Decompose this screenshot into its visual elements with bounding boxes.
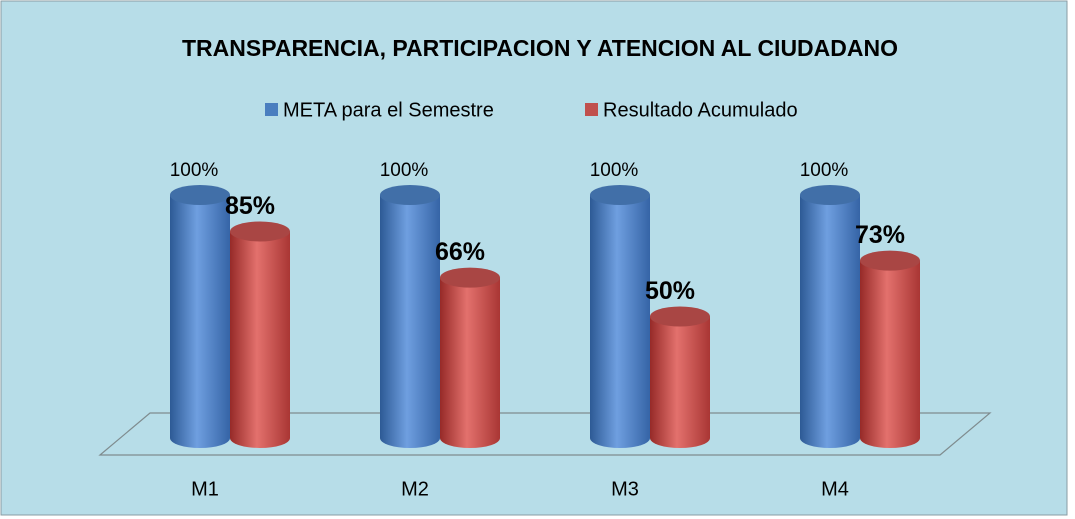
chart-title: TRANSPARENCIA, PARTICIPACION Y ATENCION …: [182, 35, 898, 61]
bar: [860, 250, 920, 448]
x-tick-label: M3: [611, 478, 639, 500]
bar-body: [170, 195, 230, 438]
bar: [380, 185, 440, 448]
legend-swatch: [265, 103, 278, 116]
data-label: 100%: [590, 160, 639, 181]
bar: [230, 221, 290, 448]
bar: [590, 185, 650, 448]
bar-body: [440, 277, 500, 438]
bar-body: [650, 316, 710, 438]
bar: [440, 267, 500, 448]
data-label: 100%: [380, 160, 429, 181]
bar-body: [230, 231, 290, 438]
data-label: 50%: [645, 277, 695, 305]
x-tick-label: M4: [821, 478, 849, 500]
data-label: 66%: [435, 238, 485, 266]
x-tick-label: M2: [401, 478, 429, 500]
floor: [98, 412, 992, 456]
bar-top: [860, 250, 920, 271]
bar: [800, 185, 860, 448]
x-tick-label: M1: [191, 478, 219, 500]
data-label: 73%: [855, 221, 905, 249]
data-label: 85%: [225, 192, 275, 220]
bar: [650, 306, 710, 448]
bar: [170, 185, 230, 448]
bar-top: [380, 185, 440, 205]
bar-top: [800, 185, 860, 205]
bar-top: [650, 306, 710, 327]
legend-swatch: [585, 103, 598, 116]
legend-label: Resultado Acumulado: [603, 99, 798, 121]
data-label: 100%: [800, 160, 849, 181]
bar-top: [170, 185, 230, 205]
bar-body: [380, 195, 440, 438]
bar-body: [860, 260, 920, 438]
data-label: 100%: [170, 160, 219, 181]
bar-top: [590, 185, 650, 205]
bar-body: [590, 195, 650, 438]
bar-top: [440, 267, 500, 288]
bar-top: [230, 221, 290, 242]
bar-body: [800, 195, 860, 438]
legend-label: META para el Semestre: [283, 99, 494, 121]
